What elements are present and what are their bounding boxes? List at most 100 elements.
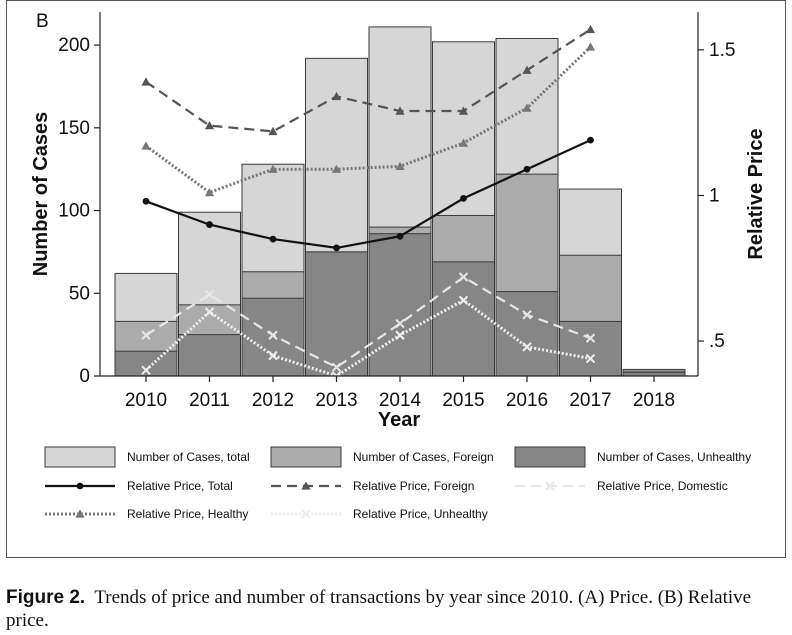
y-axis-title: Number of Cases <box>30 112 52 277</box>
legend-label-healthy: Relative Price, Healthy <box>127 507 248 521</box>
marker-total-2013 <box>333 244 340 252</box>
marker-domestic-2014 <box>395 318 405 329</box>
y-tick-label-50: 50 <box>69 283 90 304</box>
marker-unhealthy-2014 <box>395 330 405 340</box>
x-axis-title: Year <box>378 409 420 431</box>
x-tick-label-2010: 2010 <box>125 390 167 411</box>
figure-caption: Figure 2. Trends of price and number of … <box>6 586 776 632</box>
caption-label: Figure 2. <box>6 587 86 608</box>
bar-unhealthy-2011 <box>178 334 241 377</box>
x-tick-label-2011: 2011 <box>189 390 230 411</box>
marker-foreign-2017 <box>585 24 596 34</box>
marker-healthy-2017 <box>585 42 596 51</box>
legend-marker-healthy <box>75 509 85 518</box>
marker-healthy-2012 <box>268 164 278 173</box>
panel-label: B <box>36 11 49 32</box>
x-tick-label-2018: 2018 <box>633 390 675 411</box>
marker-domestic-2013 <box>331 362 342 372</box>
marker-unhealthy-2017 <box>585 353 596 364</box>
marker-domestic-2016 <box>522 310 532 320</box>
axes-layer: 0 50 100 150 200 .5 1 1.5 2010 2011 2012 2013 2014 20… <box>58 12 735 411</box>
legend-label-total: Relative Price, Total <box>127 479 233 493</box>
legend-label-foreign: Relative Price, Foreign <box>353 479 474 493</box>
legend-item-cases-unhealthy: Number of Cases, Unhealthy <box>514 446 751 468</box>
line-foreign <box>145 28 592 133</box>
legend-label-total: Number of Cases, total <box>127 450 250 464</box>
line-domestic <box>145 275 591 369</box>
legend-swatch-total <box>44 446 116 468</box>
legend-item-cases-total: Number of Cases, total <box>44 446 250 468</box>
marker-domestic-2010 <box>141 330 151 340</box>
legend-item-price-domestic: Relative Price, Domestic <box>515 479 728 493</box>
y-tick-label-150: 150 <box>58 118 90 139</box>
legend-label-unhealthy: Number of Cases, Unhealthy <box>597 450 751 464</box>
y-right-tick-label-0.5: .5 <box>709 331 725 352</box>
legend-item-cases-foreign: Number of Cases, Foreign <box>270 446 494 468</box>
x-tick-label-2017: 2017 <box>569 390 611 411</box>
legend-item-price-foreign: Relative Price, Foreign <box>271 479 474 493</box>
x-tick-label-2013: 2013 <box>315 390 357 411</box>
marker-total-2012 <box>269 235 277 243</box>
legend-label-unhealthy: Relative Price, Unhealthy <box>353 507 488 521</box>
marker-domestic-2015 <box>458 272 469 282</box>
marker-unhealthy-2016 <box>522 342 532 352</box>
x-tick-label-2014: 2014 <box>379 390 422 411</box>
x-tick-label-2015: 2015 <box>442 390 484 411</box>
marker-healthy-2014 <box>395 161 405 171</box>
marker-foreign-2013 <box>331 91 342 101</box>
legend-marker-domestic <box>545 481 555 491</box>
legend-label-foreign: Number of Cases, Foreign <box>353 450 494 464</box>
caption-text: Trends of price and number of transactio… <box>6 587 752 631</box>
bars-layer <box>114 26 686 377</box>
marker-healthy-2015 <box>458 138 469 147</box>
bar-unhealthy-2015 <box>432 261 495 377</box>
legend-marker-total <box>76 482 84 490</box>
legend-swatch-unhealthy <box>514 446 586 468</box>
marker-total-2010 <box>142 197 150 205</box>
bar-unhealthy-2014 <box>368 233 432 377</box>
legend-item-price-healthy: Relative Price, Healthy <box>45 507 248 521</box>
marker-domestic-2012 <box>268 330 278 340</box>
marker-healthy-2016 <box>522 103 532 112</box>
marker-healthy-2010 <box>141 141 151 150</box>
legend-marker-foreign <box>301 481 311 490</box>
marker-total-2014 <box>396 232 404 240</box>
marker-domestic-2017 <box>585 333 596 343</box>
marker-total-2015 <box>460 194 467 202</box>
marker-unhealthy-2011 <box>204 307 215 317</box>
marker-total-2017 <box>587 136 594 144</box>
marker-foreign-2014 <box>395 106 405 115</box>
marker-foreign-2012 <box>268 126 278 136</box>
y-tick-label-200: 200 <box>58 35 90 56</box>
marker-healthy-2011 <box>204 187 215 197</box>
y-right-tick-label-1: 1 <box>709 185 720 206</box>
bar-unhealthy-2016 <box>495 291 559 377</box>
y-axis-right-title: Relative Price <box>745 128 767 259</box>
marker-healthy-2013 <box>331 164 342 173</box>
legend-item-price-unhealthy: Relative Price, Unhealthy <box>271 507 488 521</box>
line-total <box>145 139 591 250</box>
legend-swatch-foreign <box>270 446 342 468</box>
marker-foreign-2010 <box>141 77 151 86</box>
legend-layer: Number of Cases, total Number of Cases, F… <box>44 446 751 521</box>
legend-item-price-total: Relative Price, Total <box>45 479 233 493</box>
marker-domestic-2011 <box>204 289 215 300</box>
marker-foreign-2011 <box>204 120 215 130</box>
x-tick-label-2012: 2012 <box>252 390 294 411</box>
legend-marker-unhealthy <box>301 509 311 519</box>
y-right-tick-label-1.5: 1.5 <box>709 40 735 61</box>
lines-layer <box>141 24 596 381</box>
bar-unhealthy-2010 <box>114 350 178 377</box>
y-tick-label-100: 100 <box>58 201 90 222</box>
marker-total-2011 <box>206 221 213 228</box>
line-healthy <box>145 45 592 195</box>
bar-unhealthy-2013 <box>305 251 368 377</box>
y-tick-label-0: 0 <box>79 366 90 387</box>
legend-label-domestic: Relative Price, Domestic <box>597 479 728 493</box>
marker-foreign-2016 <box>522 65 532 74</box>
marker-foreign-2015 <box>458 106 469 115</box>
marker-unhealthy-2012 <box>268 350 278 361</box>
relative-price-chart: 0 50 100 150 200 .5 1 1.5 2010 2011 2012 2013 2014 20… <box>30 11 767 521</box>
marker-unhealthy-2015 <box>458 295 469 305</box>
bar-unhealthy-2012 <box>241 297 305 377</box>
